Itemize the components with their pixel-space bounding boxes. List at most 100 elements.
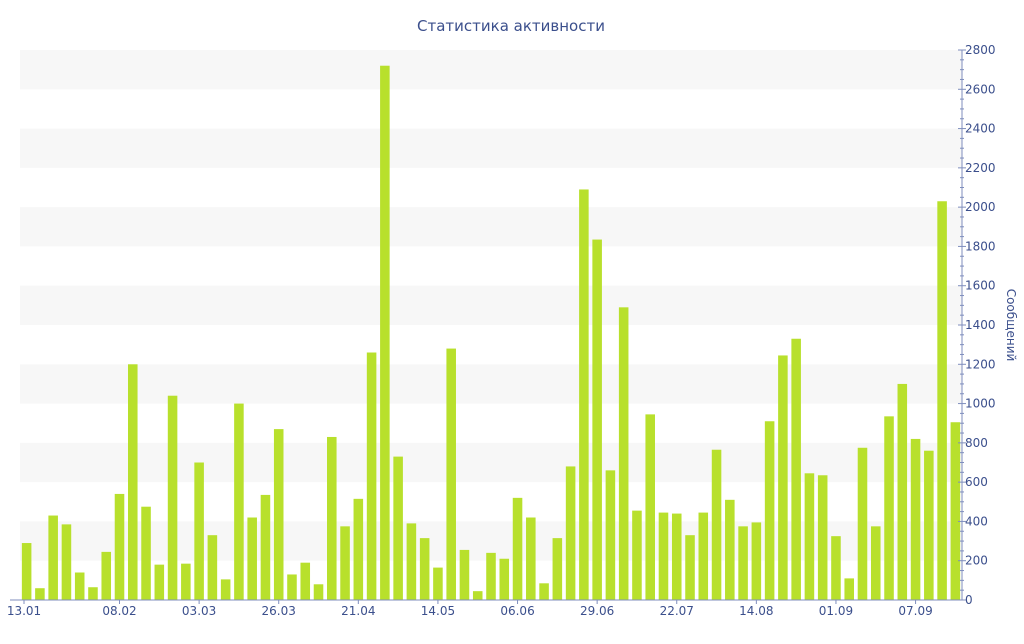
bar <box>844 578 855 600</box>
x-tick-label: 22.07 <box>660 604 694 618</box>
bar <box>74 572 85 600</box>
x-tick-label: 08.02 <box>102 604 136 618</box>
bar <box>937 201 947 600</box>
x-tick-label: 06.06 <box>500 604 534 618</box>
bar <box>366 352 377 600</box>
bar <box>512 497 523 600</box>
grid-band <box>20 285 962 325</box>
y-tick-label: 0 <box>965 593 973 607</box>
y-tick-label: 2000 <box>965 200 996 214</box>
y-axis: 0 200 400 600 800 1000 1200 1400 1600 1800 2000 220… <box>958 43 996 607</box>
bar <box>831 536 841 600</box>
bar <box>380 65 390 600</box>
bar <box>486 552 496 600</box>
bar <box>393 456 403 600</box>
bar <box>353 498 364 600</box>
x-tick-label: 14.08 <box>739 604 773 618</box>
y-tick-label: 400 <box>965 514 988 528</box>
bar <box>472 591 483 600</box>
bar <box>167 395 178 600</box>
grid-band <box>20 364 962 404</box>
bar <box>924 450 934 600</box>
chart-title: Статистика активности <box>417 17 605 35</box>
bar <box>313 584 324 600</box>
bar <box>526 517 536 600</box>
bar <box>738 526 748 600</box>
bar <box>539 583 549 600</box>
bar <box>446 348 456 600</box>
bar <box>870 526 881 600</box>
bar <box>499 558 510 600</box>
x-tick-label: 21.04 <box>341 604 375 618</box>
y-tick-label: 1000 <box>965 397 996 411</box>
bar <box>287 574 297 600</box>
x-axis: 13.01 08.02 03.03 26.03 21.04 14.05 06.06 29.06… <box>7 599 962 618</box>
x-tick-label: 14.05 <box>421 604 455 618</box>
x-tick-label: 13.01 <box>7 604 41 618</box>
bar <box>897 383 908 600</box>
bar <box>910 438 921 600</box>
bar <box>605 470 616 600</box>
bar <box>685 535 695 600</box>
grid-band <box>20 207 962 247</box>
bar <box>419 538 430 600</box>
x-tick-label: 26.03 <box>262 604 296 618</box>
bar <box>764 421 775 600</box>
y-tick-label: 1400 <box>965 318 996 332</box>
bar <box>406 523 417 600</box>
bar <box>260 494 271 600</box>
y-tick-label: 2600 <box>965 82 996 96</box>
bar <box>725 499 735 600</box>
bar <box>21 543 32 600</box>
bar <box>645 414 655 600</box>
x-tick-label: 29.06 <box>580 604 614 618</box>
bar <box>247 517 257 600</box>
bar <box>459 549 470 600</box>
y-tick-label: 2200 <box>965 161 996 175</box>
bar <box>817 475 828 600</box>
bar <box>234 403 244 600</box>
grid-bands <box>20 50 962 561</box>
y-tick-label: 1200 <box>965 357 996 371</box>
bar <box>579 189 589 600</box>
x-tick-label: 03.03 <box>182 604 216 618</box>
bar <box>61 524 72 600</box>
bar <box>127 364 138 600</box>
bar <box>207 535 218 600</box>
bar <box>181 563 191 600</box>
bars-group <box>21 65 961 600</box>
bar <box>565 466 576 600</box>
bar <box>141 506 151 600</box>
bar <box>433 567 443 600</box>
bar <box>340 526 350 600</box>
bar <box>711 449 722 600</box>
bar <box>950 422 961 600</box>
bar <box>804 473 815 600</box>
bar <box>194 462 204 600</box>
bar <box>114 493 125 600</box>
bar <box>632 510 642 600</box>
grid-band <box>20 50 962 90</box>
bar <box>884 416 894 600</box>
bar <box>618 307 629 600</box>
bar <box>857 447 868 600</box>
x-tick-label: 07.09 <box>898 604 932 618</box>
bar <box>778 355 788 600</box>
bar <box>327 436 337 600</box>
grid-band <box>20 128 962 168</box>
bar <box>791 338 801 600</box>
bar <box>154 564 165 600</box>
bar <box>698 512 709 600</box>
y-axis-title: Сообщений <box>1004 289 1018 362</box>
bar <box>658 512 669 600</box>
bar <box>273 429 284 600</box>
bar <box>88 587 98 600</box>
y-tick-label: 800 <box>965 436 988 450</box>
y-tick-label: 2400 <box>965 122 996 136</box>
bar <box>592 239 602 600</box>
y-tick-label: 2800 <box>965 43 996 57</box>
y-tick-label: 600 <box>965 475 988 489</box>
y-tick-label: 200 <box>965 554 988 568</box>
y-tick-label: 1800 <box>965 239 996 253</box>
